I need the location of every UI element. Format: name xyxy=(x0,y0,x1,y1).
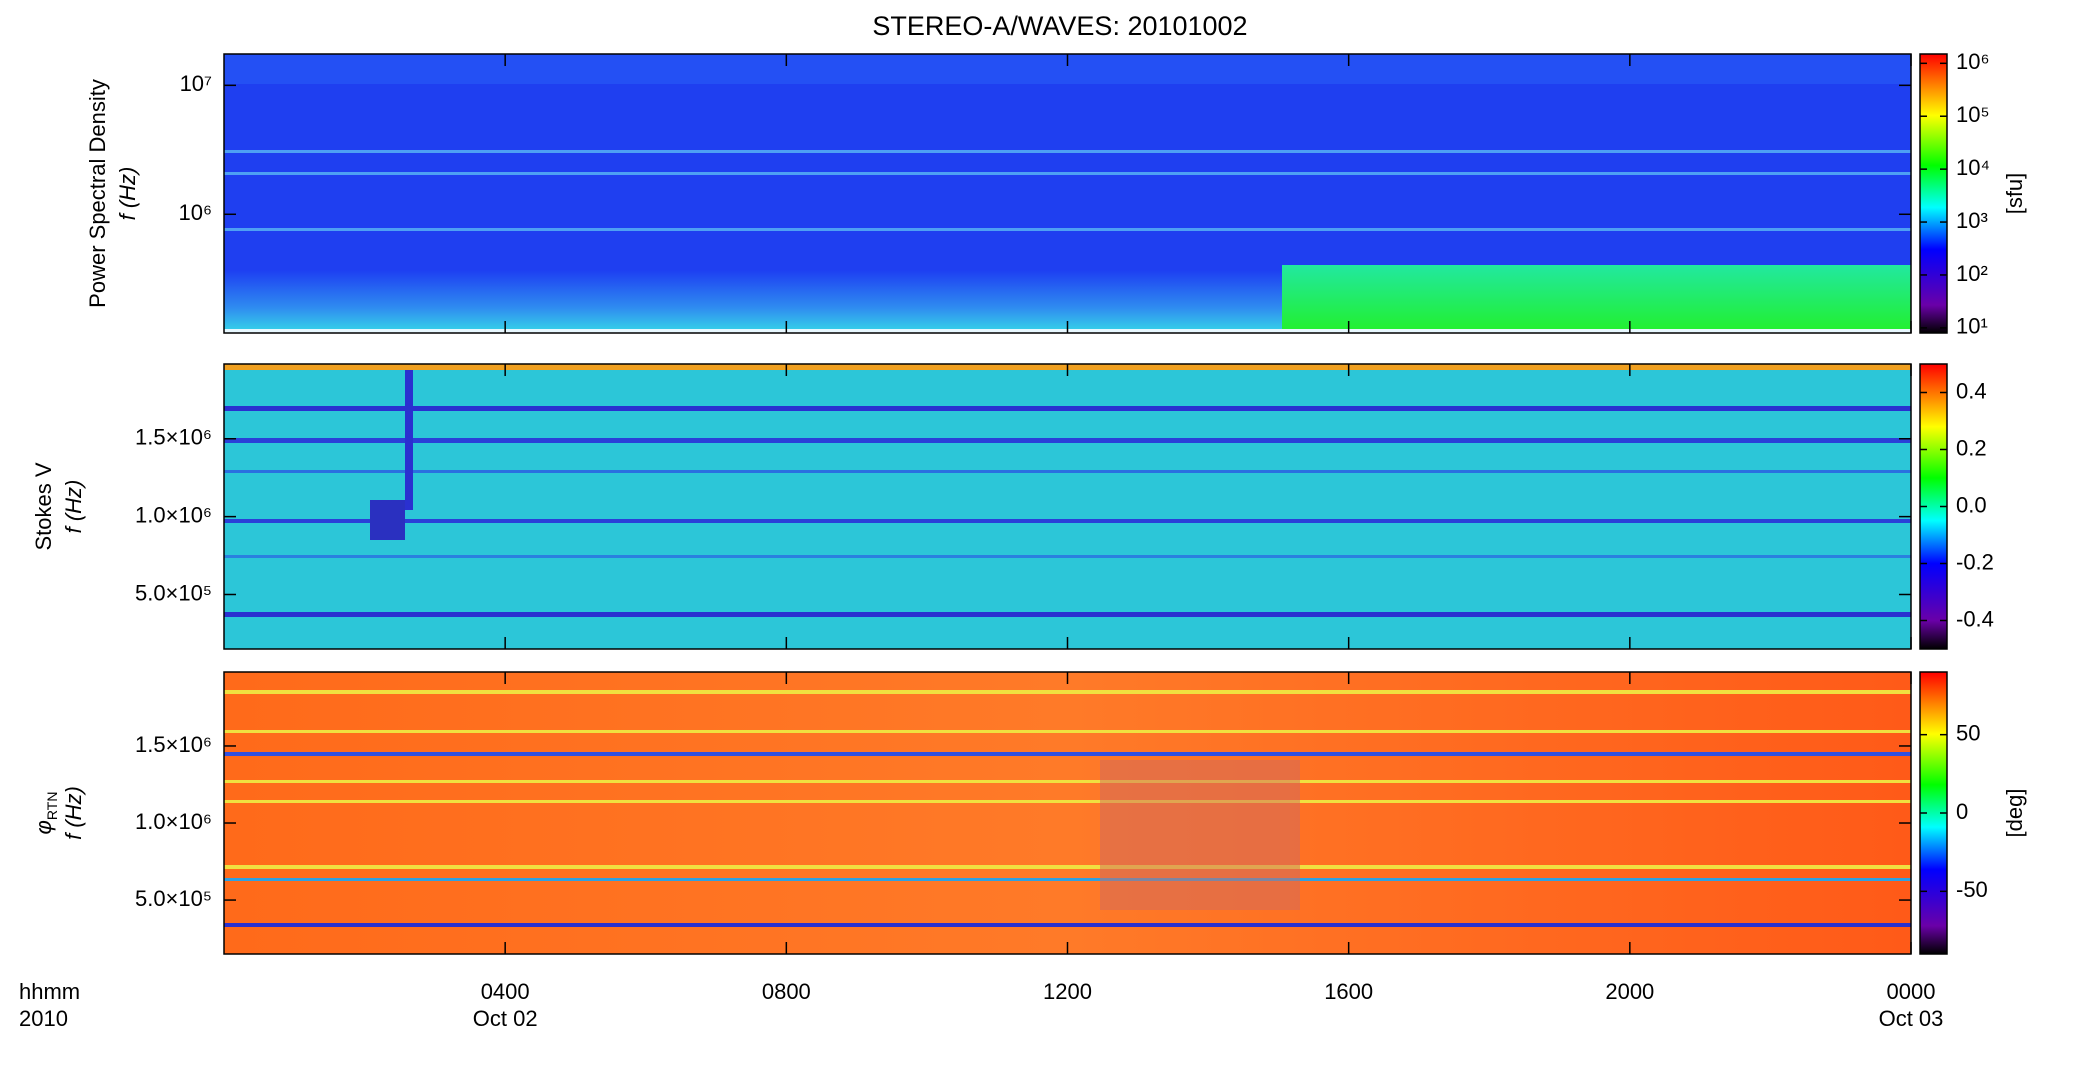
y-tick-label: 1.5×10⁶ xyxy=(135,732,212,757)
x-year-label: 2010 xyxy=(19,1006,68,1031)
colorbar-tick-label: -0.4 xyxy=(1956,606,1994,631)
y-tick-label: 5.0×10⁵ xyxy=(135,580,212,605)
x-date-label: Oct 02 xyxy=(473,1006,538,1031)
y-tick-label: 10⁶ xyxy=(178,200,212,225)
y-axis-label: φRTN xyxy=(31,792,60,835)
y-axis-label: f (Hz) xyxy=(61,786,86,840)
colorbar-tick-label: 10¹ xyxy=(1956,314,1988,339)
spectrogram-image xyxy=(224,672,1911,954)
y-tick-label: 1.5×10⁶ xyxy=(135,425,212,450)
y-axis-symbol: φ xyxy=(31,820,56,834)
spectrogram-image xyxy=(224,54,1911,333)
colorbar-tick-label: 10⁵ xyxy=(1956,102,1990,127)
x-tick-label: 0400 xyxy=(481,979,530,1004)
y-tick-label: 1.0×10⁶ xyxy=(135,809,212,834)
x-tick-label: 0800 xyxy=(762,979,811,1004)
x-tick-label: 1200 xyxy=(1043,979,1092,1004)
y-axis-label: f (Hz) xyxy=(61,480,86,534)
colorbar-tick-label: -0.2 xyxy=(1956,549,1994,574)
colorbar-tick-label: 50 xyxy=(1956,720,1980,745)
y-axis-label: Power Spectral Density xyxy=(85,79,110,308)
colorbar-tick-label: 10³ xyxy=(1956,208,1988,233)
y-axis-label: Stokes V xyxy=(31,462,56,550)
y-tick-label: 1.0×10⁶ xyxy=(135,502,212,527)
y-tick-label: 10⁷ xyxy=(180,71,212,96)
spectrogram-image xyxy=(224,364,1911,649)
colorbar-tick-label: 10⁴ xyxy=(1956,155,1990,180)
colorbar-tick-label: 10² xyxy=(1956,261,1988,286)
colorbar-tick-label: 10⁶ xyxy=(1956,49,1990,74)
figure-title: STEREO-A/WAVES: 20101002 xyxy=(872,11,1247,41)
colorbar xyxy=(1919,53,1948,334)
colorbar-label: [sfu] xyxy=(2002,173,2027,215)
x-tick-label: 2000 xyxy=(1605,979,1654,1004)
y-axis-label: f (Hz) xyxy=(115,167,140,221)
y-tick-label: 5.0×10⁵ xyxy=(135,886,212,911)
colorbar-tick-label: 0.0 xyxy=(1956,492,1987,517)
colorbar-tick-label: 0 xyxy=(1956,799,1968,824)
x-tick-label: 0000 xyxy=(1887,979,1936,1004)
x-unit-label: hhmm xyxy=(19,979,80,1004)
colorbar-tick-label: -50 xyxy=(1956,877,1988,902)
colorbar-label: [deg] xyxy=(2002,789,2027,838)
x-tick-label: 1600 xyxy=(1324,979,1373,1004)
colorbar-tick-label: 0.4 xyxy=(1956,378,1987,403)
x-date-label: Oct 03 xyxy=(1879,1006,1944,1031)
colorbar-tick-label: 0.2 xyxy=(1956,435,1987,460)
y-axis-subscript: RTN xyxy=(44,792,60,821)
